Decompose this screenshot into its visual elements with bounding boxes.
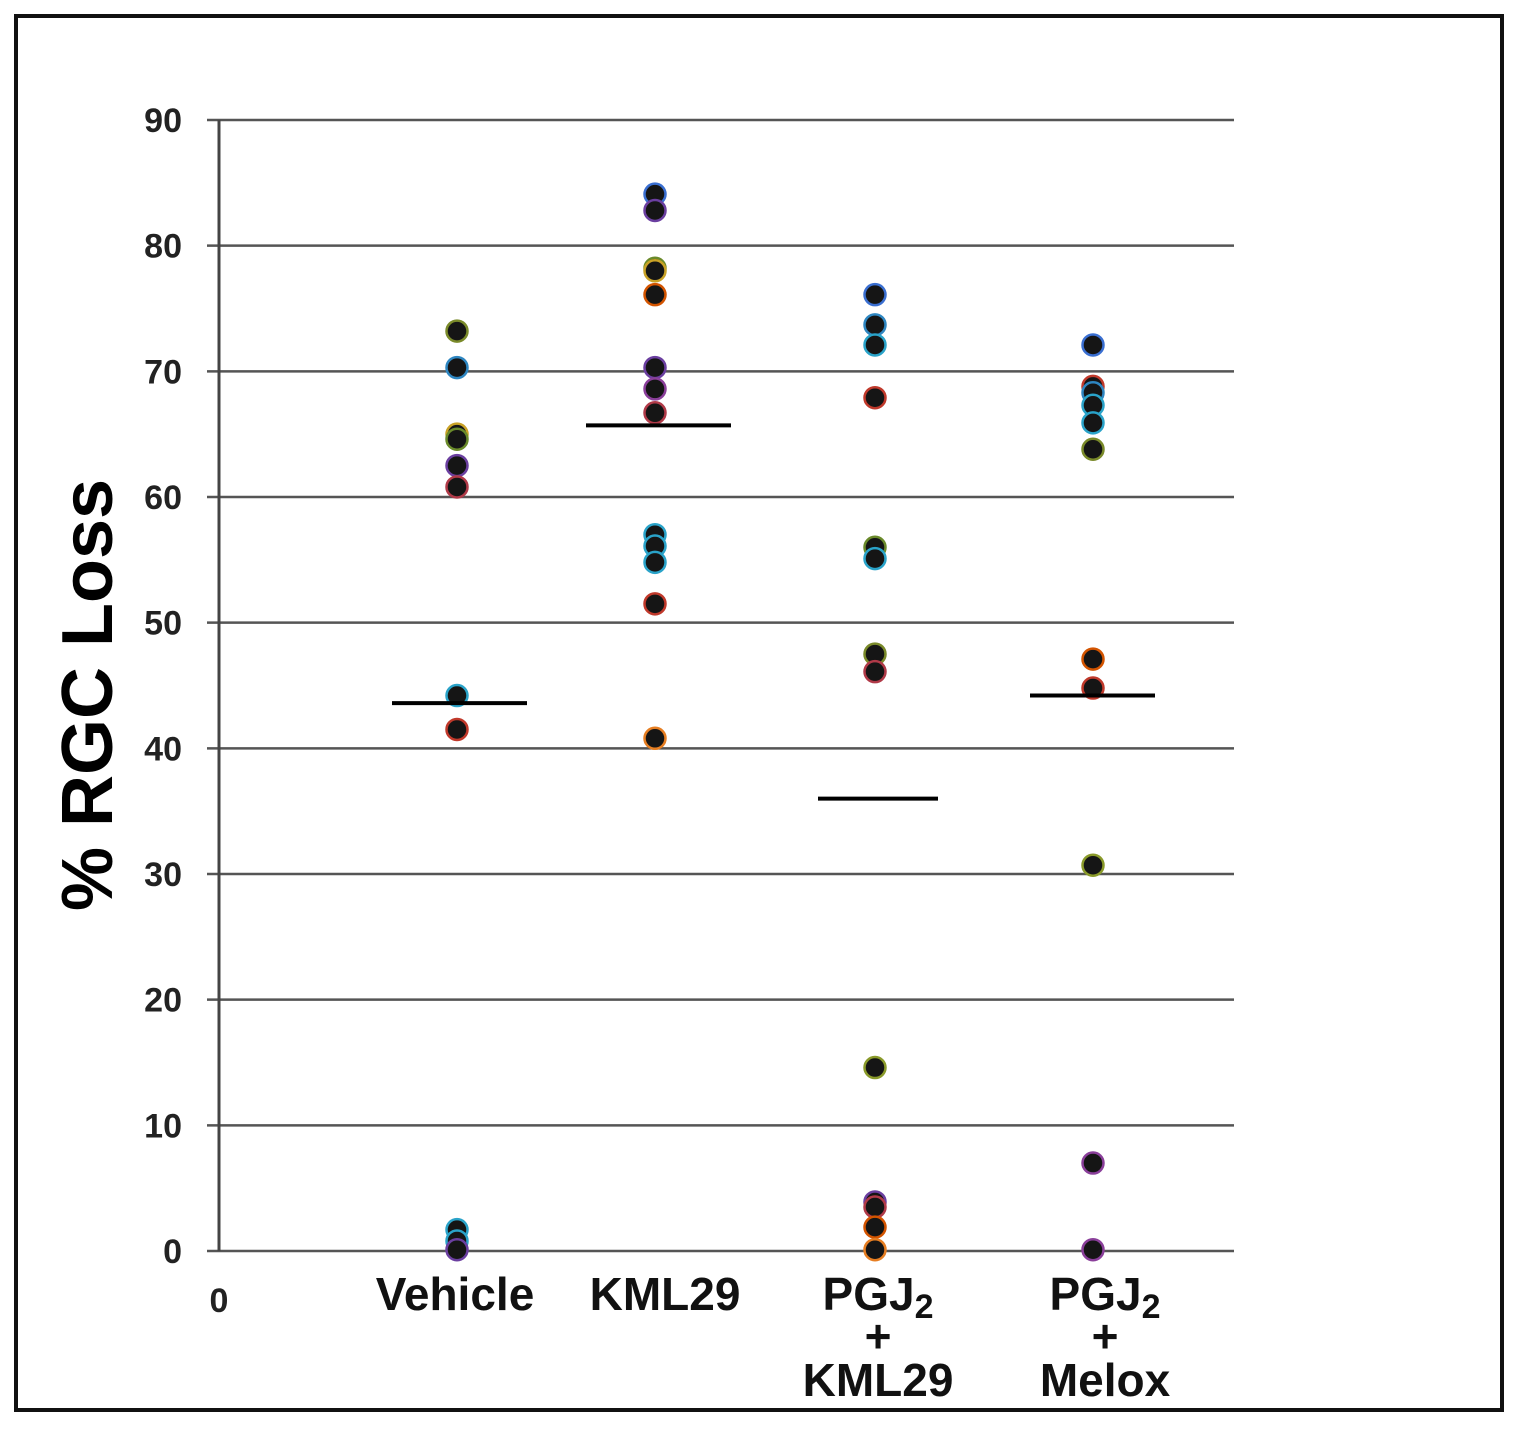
- point-vehicle-3: [445, 427, 469, 451]
- point-pgj2-kml29-10: [863, 1195, 887, 1219]
- y-tick-label-80: 80: [144, 228, 182, 266]
- y-tick-label-60: 60: [144, 479, 182, 517]
- y-tick-label-30: 30: [144, 856, 182, 894]
- category-label-pgj2-kml29-line3: KML29: [803, 1354, 954, 1406]
- point-pgj2-kml29-5: [863, 546, 887, 571]
- point-kml29-11: [643, 592, 667, 616]
- y-tick-label-70: 70: [144, 353, 182, 391]
- point-vehicle-6: [445, 683, 469, 708]
- figure-frame: [14, 14, 1504, 1412]
- point-kml29-1: [643, 198, 667, 223]
- point-pgj2-kml29-3: [863, 385, 887, 410]
- point-pgj2-melox-7: [1081, 676, 1105, 700]
- point-kml29-12: [643, 726, 667, 751]
- point-pgj2-melox-5: [1081, 437, 1105, 461]
- point-kml29-5: [643, 355, 667, 380]
- category-label-pgj2-kml29-line1: PGJ2: [823, 1268, 934, 1326]
- y-tick-label-20: 20: [144, 982, 182, 1020]
- category-label-pgj2-melox-main: PGJ: [1050, 1268, 1142, 1320]
- gridlines: [207, 118, 1234, 1253]
- point-pgj2-melox-10: [1081, 1237, 1105, 1262]
- point-pgj2-kml29-11: [863, 1215, 887, 1239]
- x-origin-label: 0: [210, 1282, 229, 1320]
- y-tick-label-40: 40: [144, 730, 182, 768]
- point-kml29-6: [643, 377, 667, 401]
- y-tick-label-0: 0: [163, 1233, 182, 1271]
- point-vehicle-10: [445, 1237, 469, 1262]
- category-label-pgj2-melox-subscript: 2: [1142, 1288, 1161, 1326]
- point-kml29-3: [643, 259, 667, 283]
- point-kml29-7: [643, 401, 667, 425]
- y-tick-label-10: 10: [144, 1107, 182, 1145]
- y-tick-label-90: 90: [144, 102, 182, 140]
- category-label-pgj2-melox-line3: Melox: [1040, 1354, 1171, 1406]
- point-pgj2-kml29-1: [863, 313, 887, 337]
- point-pgj2-melox-9: [1081, 1151, 1105, 1175]
- point-vehicle-0: [445, 319, 469, 343]
- mean-lines: [392, 423, 1155, 801]
- point-pgj2-melox-0: [1081, 333, 1105, 357]
- point-pgj2-kml29-8: [863, 1055, 887, 1080]
- point-pgj2-kml29-2: [863, 333, 887, 357]
- category-label-kml29: KML29: [590, 1268, 741, 1320]
- category-label-vehicle: Vehicle: [376, 1268, 535, 1320]
- point-vehicle-5: [445, 475, 469, 499]
- y-axis-label: % RGC Loss: [48, 479, 128, 911]
- y-tick-labels: 0 10 20 30 40 50 60 70 80 90: [144, 102, 182, 1271]
- point-pgj2-melox-4: [1081, 411, 1105, 435]
- category-label-pgj2-kml29-plus: +: [865, 1310, 892, 1362]
- point-pgj2-kml29-0: [863, 282, 887, 307]
- category-label-pgj2-kml29-subscript: 2: [915, 1288, 934, 1326]
- point-pgj2-melox-8: [1081, 853, 1105, 877]
- category-label-pgj2-melox-line1: PGJ2: [1050, 1268, 1161, 1326]
- category-label-pgj2-kml29-main: PGJ: [823, 1268, 915, 1320]
- point-pgj2-kml29-7: [863, 659, 887, 684]
- point-pgj2-melox-6: [1081, 647, 1105, 671]
- point-pgj2-kml29-12: [863, 1237, 887, 1262]
- data-points: [445, 182, 1105, 1262]
- point-kml29-4: [643, 282, 667, 307]
- point-vehicle-7: [445, 717, 469, 742]
- point-vehicle-4: [445, 453, 469, 478]
- point-vehicle-1: [445, 355, 469, 380]
- category-label-pgj2-melox-plus: +: [1092, 1310, 1119, 1362]
- point-kml29-10: [643, 550, 667, 575]
- y-tick-label-50: 50: [144, 605, 182, 643]
